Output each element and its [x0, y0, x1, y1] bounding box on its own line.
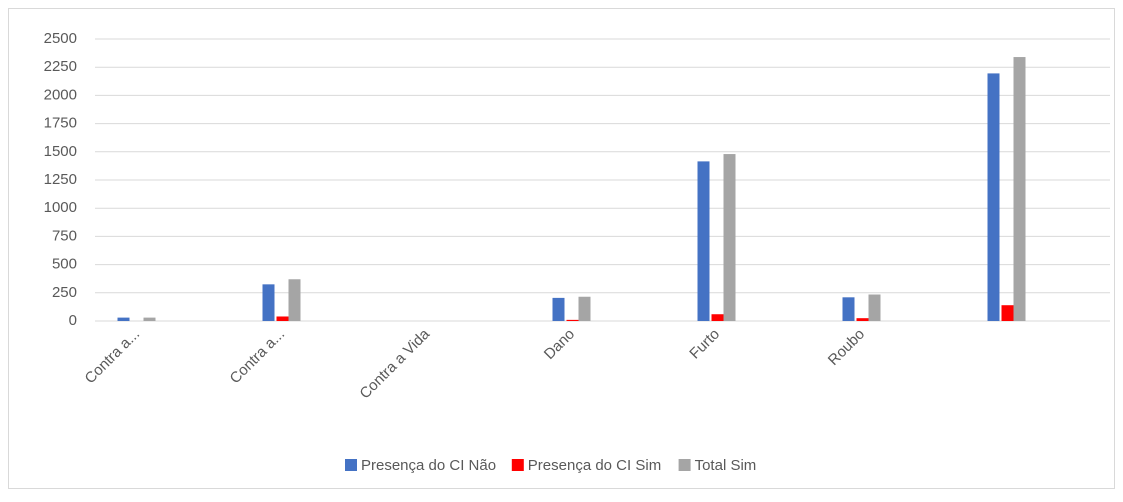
bar	[288, 279, 301, 321]
bar	[117, 317, 130, 321]
y-tick-label: 250	[52, 284, 77, 301]
legend-swatch	[678, 459, 691, 471]
bar	[868, 294, 881, 321]
y-tick-label: 2250	[44, 58, 77, 75]
y-tick-label: 0	[69, 312, 77, 329]
bar	[143, 317, 156, 321]
bar	[262, 284, 275, 321]
y-tick-label: 500	[52, 256, 77, 273]
y-tick-label: 2500	[44, 30, 77, 47]
bar	[566, 319, 579, 321]
bar	[711, 314, 724, 321]
legend-swatch	[345, 459, 357, 471]
chart-border	[8, 8, 1115, 489]
bar	[856, 318, 869, 321]
bar	[1013, 57, 1026, 321]
y-tick-label: 2000	[44, 86, 77, 103]
bar	[1001, 305, 1014, 321]
bar	[987, 73, 1000, 322]
y-tick-label: 1750	[44, 115, 77, 132]
legend-swatch	[511, 459, 524, 471]
legend-label: Presença do CI Não	[361, 457, 496, 474]
y-tick-label: 1000	[44, 199, 77, 216]
legend-label: Presença do CI Sim	[528, 457, 661, 474]
y-tick-label: 1250	[44, 171, 77, 188]
bar	[842, 297, 855, 321]
bar	[552, 297, 565, 321]
y-tick-label: 750	[52, 227, 77, 244]
y-tick-label: 1500	[44, 143, 77, 160]
bar	[578, 296, 591, 321]
bar	[697, 161, 710, 321]
bar	[276, 316, 289, 321]
legend-label: Total Sim	[695, 457, 757, 474]
bar	[723, 154, 736, 321]
